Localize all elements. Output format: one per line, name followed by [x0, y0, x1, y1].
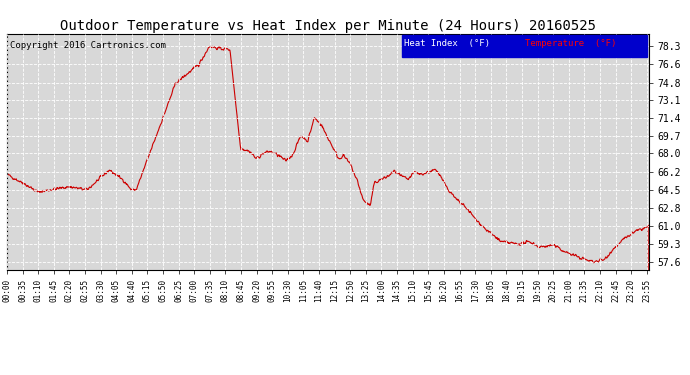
Text: Heat Index  (°F): Heat Index (°F) [404, 39, 490, 48]
Title: Outdoor Temperature vs Heat Index per Minute (24 Hours) 20160525: Outdoor Temperature vs Heat Index per Mi… [60, 19, 595, 33]
Text: Copyright 2016 Cartronics.com: Copyright 2016 Cartronics.com [10, 41, 166, 50]
FancyBboxPatch shape [402, 35, 647, 57]
Text: Temperature  (°F): Temperature (°F) [525, 39, 617, 48]
